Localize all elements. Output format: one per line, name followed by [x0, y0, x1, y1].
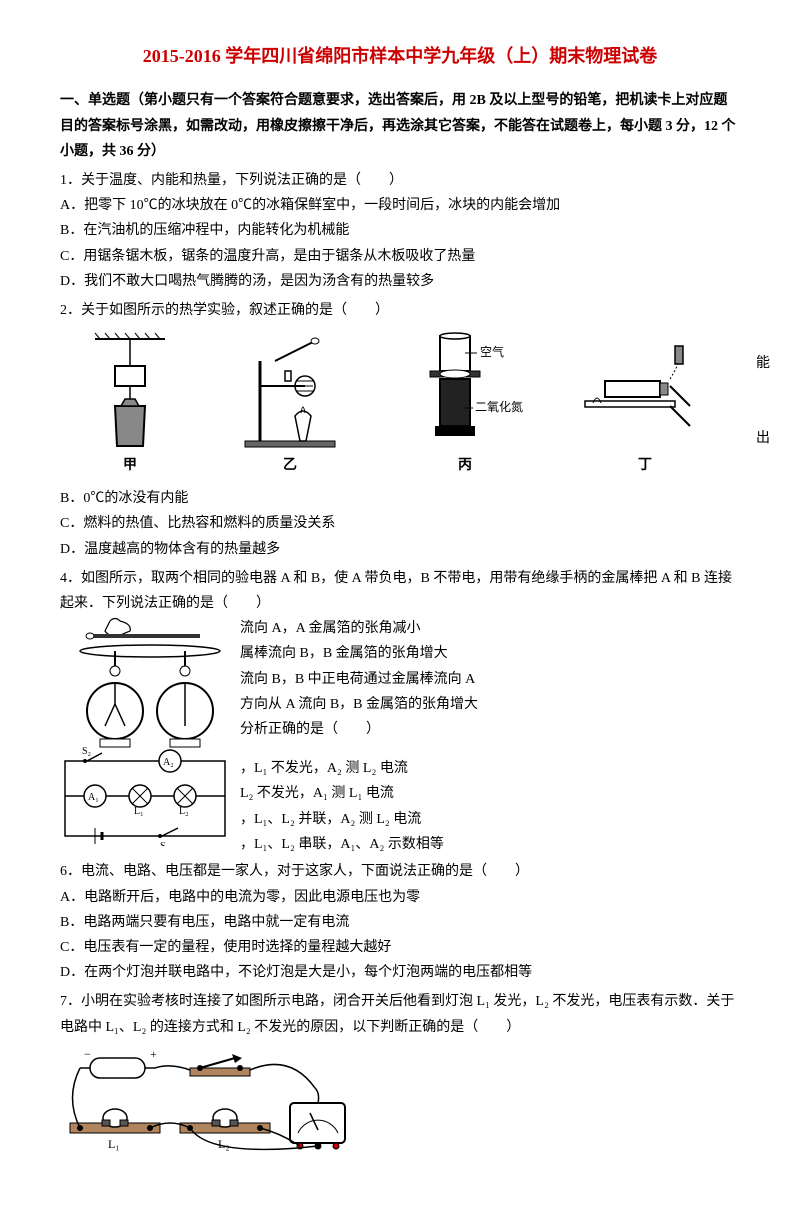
svg-text:A₂: A₂ — [163, 757, 174, 768]
svg-text:空气: 空气 — [480, 344, 504, 359]
q2-figure-row: 甲 乙 空气 二氧化氮 丙 — [60, 331, 740, 478]
q3-option-b: B．0℃的冰没有内能 — [60, 486, 740, 511]
q2-fig-yi: 乙 — [225, 331, 355, 478]
svg-text:S₂: S₂ — [82, 746, 91, 757]
q6-option-d: D．在两个灯泡并联电路中，不论灯泡是大是小，每个灯泡两端的电压都相等 — [60, 960, 740, 985]
q6-option-b: B．电路两端只要有电压，电路中就一定有电流 — [60, 910, 740, 935]
svg-text:A₁: A₁ — [88, 792, 99, 803]
q6-stem: 6．电流、电路、电压都是一家人，对于这家人，下面说法正确的是（ ） — [60, 859, 740, 884]
fig-label-yi: 乙 — [283, 453, 297, 478]
electroscope-circuit-icon: S₂ A₂ A₁ L₁ L₂ S₁ — [60, 616, 240, 846]
q5-option-a: ，L₁ 不发光，A₂ 测 L₂ 电流 — [240, 756, 478, 781]
svg-text:L₂: L₂ — [179, 806, 189, 817]
side-neng: 能 — [756, 351, 770, 376]
q4-line-d: 方向从 A 流向 B，B 金属箔的张角增大 — [240, 692, 478, 717]
weight-drop-icon — [85, 331, 175, 451]
q4-stem: 4．如图所示，取两个相同的验电器 A 和 B，使 A 带负电，B 不带电，用带有… — [60, 566, 740, 616]
fig-label-bing: 丙 — [458, 453, 472, 478]
q2-side-text: 能 出 — [756, 351, 770, 451]
svg-text:+: + — [150, 1048, 157, 1061]
heating-setup-icon — [225, 331, 355, 451]
fig-label-jia: 甲 — [123, 453, 137, 478]
q1-option-d: D．我们不敢大口喝热气腾腾的汤，是因为汤含有的热量较多 — [60, 269, 740, 294]
svg-text:L₁: L₁ — [108, 1137, 120, 1151]
q4-line-b: 属棒流向 B，B 金属箔的张角增大 — [240, 641, 478, 666]
q1-stem: 1．关于温度、内能和热量，下列说法正确的是（ ） — [60, 168, 740, 193]
fig-label-ding: 丁 — [638, 453, 652, 478]
q2-fig-ding: 丁 — [575, 331, 715, 478]
physical-circuit-icon: − + L₁ L₂ — [60, 1048, 360, 1168]
svg-text:二氧化氮: 二氧化氮 — [475, 399, 523, 414]
q1-option-c: C．用锯条锯木板，锯条的温度升高，是由于锯条从木板吸收了热量 — [60, 244, 740, 269]
q5-option-c: ，L₁、L₂ 并联，A₂ 测 L₂ 电流 — [240, 807, 478, 832]
q6-option-a: A．电路断开后，电路中的电流为零，因此电源电压也为零 — [60, 885, 740, 910]
q7-figure: − + L₁ L₂ — [60, 1048, 740, 1177]
q6-option-c: C．电压表有一定的量程，使用时选择的量程越大越好 — [60, 935, 740, 960]
q2-fig-bing: 空气 二氧化氮 丙 — [405, 331, 525, 478]
q5-option-b: L₂ 不发光，A₁ 测 L₁ 电流 — [240, 781, 478, 806]
svg-text:−: − — [84, 1048, 91, 1061]
q1-option-a: A．把零下 10℃的冰块放在 0℃的冰箱保鲜室中，一段时间后，冰块的内能会增加 — [60, 193, 740, 218]
svg-text:L₁: L₁ — [134, 806, 144, 817]
gas-diffusion-icon: 空气 二氧化氮 — [405, 331, 525, 451]
exam-title: 2015-2016 学年四川省绵阳市样本中学九年级（上）期末物理试卷 — [60, 40, 740, 72]
q3-option-d: D．温度越高的物体含有的热量越多 — [60, 537, 740, 562]
svg-text:L₂: L₂ — [218, 1137, 230, 1151]
side-chu: 出 — [756, 426, 770, 451]
q2-fig-jia: 甲 — [85, 331, 175, 478]
tube-cork-icon — [575, 331, 715, 451]
q1-option-b: B．在汽油机的压缩冲程中，内能转化为机械能 — [60, 218, 740, 243]
q3-option-c: C．燃料的热值、比热容和燃料的质量没关系 — [60, 511, 740, 536]
q4-line-c: 流向 B，B 中正电荷通过金属棒流向 A — [240, 667, 478, 692]
q2-stem: 2．关于如图所示的热学实验，叙述正确的是（ ） — [60, 298, 740, 323]
q5-option-d: ，L₁、L₂ 串联，A₁、A₂ 示数相等 — [240, 832, 478, 857]
q7-stem: 7．小明在实验考核时连接了如图所示电路，闭合开关后他看到灯泡 L₁ 发光，L₂ … — [60, 989, 740, 1039]
q5-stem: 分析正确的是（ ） — [240, 717, 478, 742]
q4-line-a: 流向 A，A 金属箔的张角减小 — [240, 616, 478, 641]
section-1-header: 一、单选题（第小题只有一个答案符合题意要求，选出答案后，用 2B 及以上型号的铅… — [60, 88, 740, 164]
q4-q5-overlay: S₂ A₂ A₁ L₁ L₂ S₁ 流向 A，A 金属箔的张角减小 属棒流向 B… — [60, 616, 740, 855]
svg-text:S₁: S₁ — [160, 841, 169, 846]
